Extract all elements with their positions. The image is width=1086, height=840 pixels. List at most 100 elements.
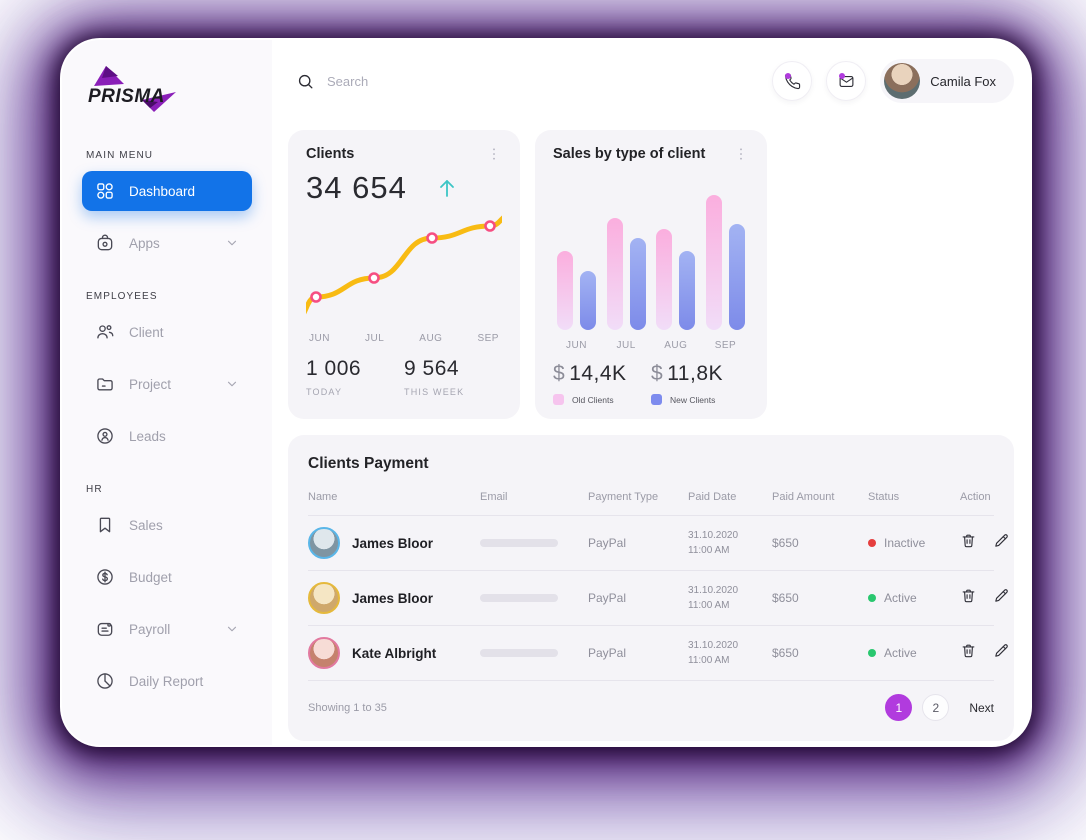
sidebar-item-project[interactable]: Project: [82, 364, 252, 404]
edit-button[interactable]: [993, 587, 1010, 609]
delete-button[interactable]: [960, 587, 977, 609]
bar-group-jun: JUN: [557, 178, 596, 351]
bar-new-clients: [679, 251, 696, 330]
bar-pair: [705, 178, 745, 330]
paid-time: 11:00 AM: [688, 545, 730, 556]
stat-week-label: THIS WEEK: [404, 387, 465, 397]
sidebar-item-label: Sales: [129, 517, 163, 533]
bar-old-clients: [606, 218, 623, 330]
actions-cell: [960, 642, 1014, 664]
status-label: Active: [884, 646, 917, 660]
delete-button[interactable]: [960, 642, 977, 664]
old-clients-amount: 14,4K: [569, 362, 627, 385]
user-menu[interactable]: Camila Fox: [880, 59, 1014, 103]
section-label-main-menu: MAIN MENU: [86, 150, 154, 161]
mail-button[interactable]: [826, 61, 867, 101]
payment-type-cell: PayPal: [588, 536, 627, 550]
search-box[interactable]: [296, 72, 527, 91]
sidebar-item-daily-report[interactable]: Daily Report: [82, 661, 252, 701]
search-input[interactable]: [327, 73, 527, 89]
name-cell: James Bloor: [308, 582, 480, 614]
page-button-1[interactable]: 1: [885, 694, 913, 721]
paid-date: 31.10.2020: [688, 530, 739, 541]
sidebar-item-sales[interactable]: Sales: [82, 505, 252, 545]
email-cell: [480, 594, 588, 602]
clients-line-chart: [293, 211, 515, 323]
paid-amount-cell: $650: [772, 646, 799, 660]
cards-row: Clients 34 654 JUN JUL AUG SEP: [288, 130, 1014, 419]
clients-card-menu-icon[interactable]: [486, 146, 502, 162]
stat-today: 1 006 TODAY: [306, 357, 404, 397]
sidebar-item-client[interactable]: Client: [82, 312, 252, 352]
stat-today-label: TODAY: [306, 387, 343, 397]
email-cell: [480, 649, 588, 657]
email-placeholder-bar: [480, 539, 558, 547]
column-header-payment-type: Payment Type: [588, 491, 659, 503]
name-cell: Kate Albright: [308, 637, 480, 669]
column-header-paid-date: Paid Date: [688, 491, 737, 503]
old-clients-currency: $: [553, 362, 566, 385]
sidebar-item-label: Project: [129, 376, 172, 392]
delete-button[interactable]: [960, 532, 977, 554]
topbar: Camila Fox: [288, 58, 1014, 104]
line-chart-x-axis: JUN JUL AUG SEP: [306, 333, 502, 344]
bar-category-label: AUG: [664, 340, 688, 351]
bar-pair: [656, 178, 696, 330]
sidebar-item-budget[interactable]: Budget: [82, 557, 252, 597]
bar-pair: [606, 178, 646, 330]
bar-category-label: JUL: [616, 340, 636, 351]
status-dot: [868, 539, 876, 547]
brand-logo: PRISMA: [86, 66, 252, 122]
clients-card-title: Clients: [306, 146, 355, 162]
sidebar-item-label: Leads: [129, 428, 166, 444]
sidebar-item-label: Apps: [129, 235, 160, 251]
sidebar-item-dashboard[interactable]: Dashboard: [82, 171, 252, 211]
page-button-2[interactable]: 2: [922, 694, 950, 721]
status-cell: Inactive: [868, 536, 960, 550]
edit-button[interactable]: [993, 642, 1010, 664]
x-tick-label: JUN: [309, 333, 330, 344]
payroll-icon: [95, 619, 115, 639]
sidebar-item-apps[interactable]: Apps: [82, 223, 252, 263]
badge-icon: [95, 426, 115, 446]
pencil-icon: [993, 642, 1010, 664]
bar-pair: [557, 178, 596, 330]
paid-date-cell: 31.10.2020 11:00 AM: [688, 583, 772, 613]
sidebar-item-payroll[interactable]: Payroll: [82, 609, 252, 649]
status-dot: [868, 594, 876, 602]
next-page-button[interactable]: Next: [969, 700, 994, 715]
paid-amount-cell: $650: [772, 591, 799, 605]
email-placeholder-bar: [480, 649, 558, 657]
bar-group-aug: AUG: [656, 178, 696, 351]
clients-card: Clients 34 654 JUN JUL AUG SEP: [288, 130, 520, 419]
user-name: Camila Fox: [930, 73, 996, 89]
sidebar-item-label: Dashboard: [129, 183, 196, 199]
new-clients-currency: $: [651, 362, 664, 385]
old-clients-label: Old Clients: [572, 394, 614, 405]
email-cell: [480, 539, 588, 547]
pencil-icon: [993, 587, 1010, 609]
status-label: Inactive: [884, 536, 926, 550]
name-cell: James Bloor: [308, 527, 480, 559]
pie-icon: [95, 671, 115, 691]
column-header-email: Email: [480, 491, 508, 503]
table-header: Name Email Payment Type Paid Date Paid Amoun…: [308, 491, 994, 516]
sales-card-menu-icon[interactable]: [733, 146, 749, 162]
table-row: Kate Albright PayPal 31.10.2020 11:00 AM $65…: [308, 626, 1008, 681]
sidebar-item-leads[interactable]: Leads: [82, 416, 252, 456]
prisma-logo-icon: [94, 66, 176, 112]
trash-icon: [960, 587, 977, 609]
actions-cell: [960, 532, 1014, 554]
edit-button[interactable]: [993, 532, 1010, 554]
bar-new-clients: [580, 271, 596, 330]
column-header-name: Name: [308, 491, 338, 503]
sidebar-item-label: Client: [129, 324, 164, 340]
bar-new-clients: [728, 224, 745, 330]
phone-button[interactable]: [772, 61, 813, 101]
search-icon: [298, 74, 313, 89]
status-cell: Active: [868, 646, 960, 660]
sidebar: PRISMA MAIN MENU Dashboard Apps EMPLOYEES Cl…: [62, 40, 272, 745]
column-header-action: Action: [960, 491, 991, 503]
sales-bar-chart: JUN JUL AUG SEP: [553, 178, 749, 351]
stat-today-value: 1 006: [306, 357, 362, 380]
